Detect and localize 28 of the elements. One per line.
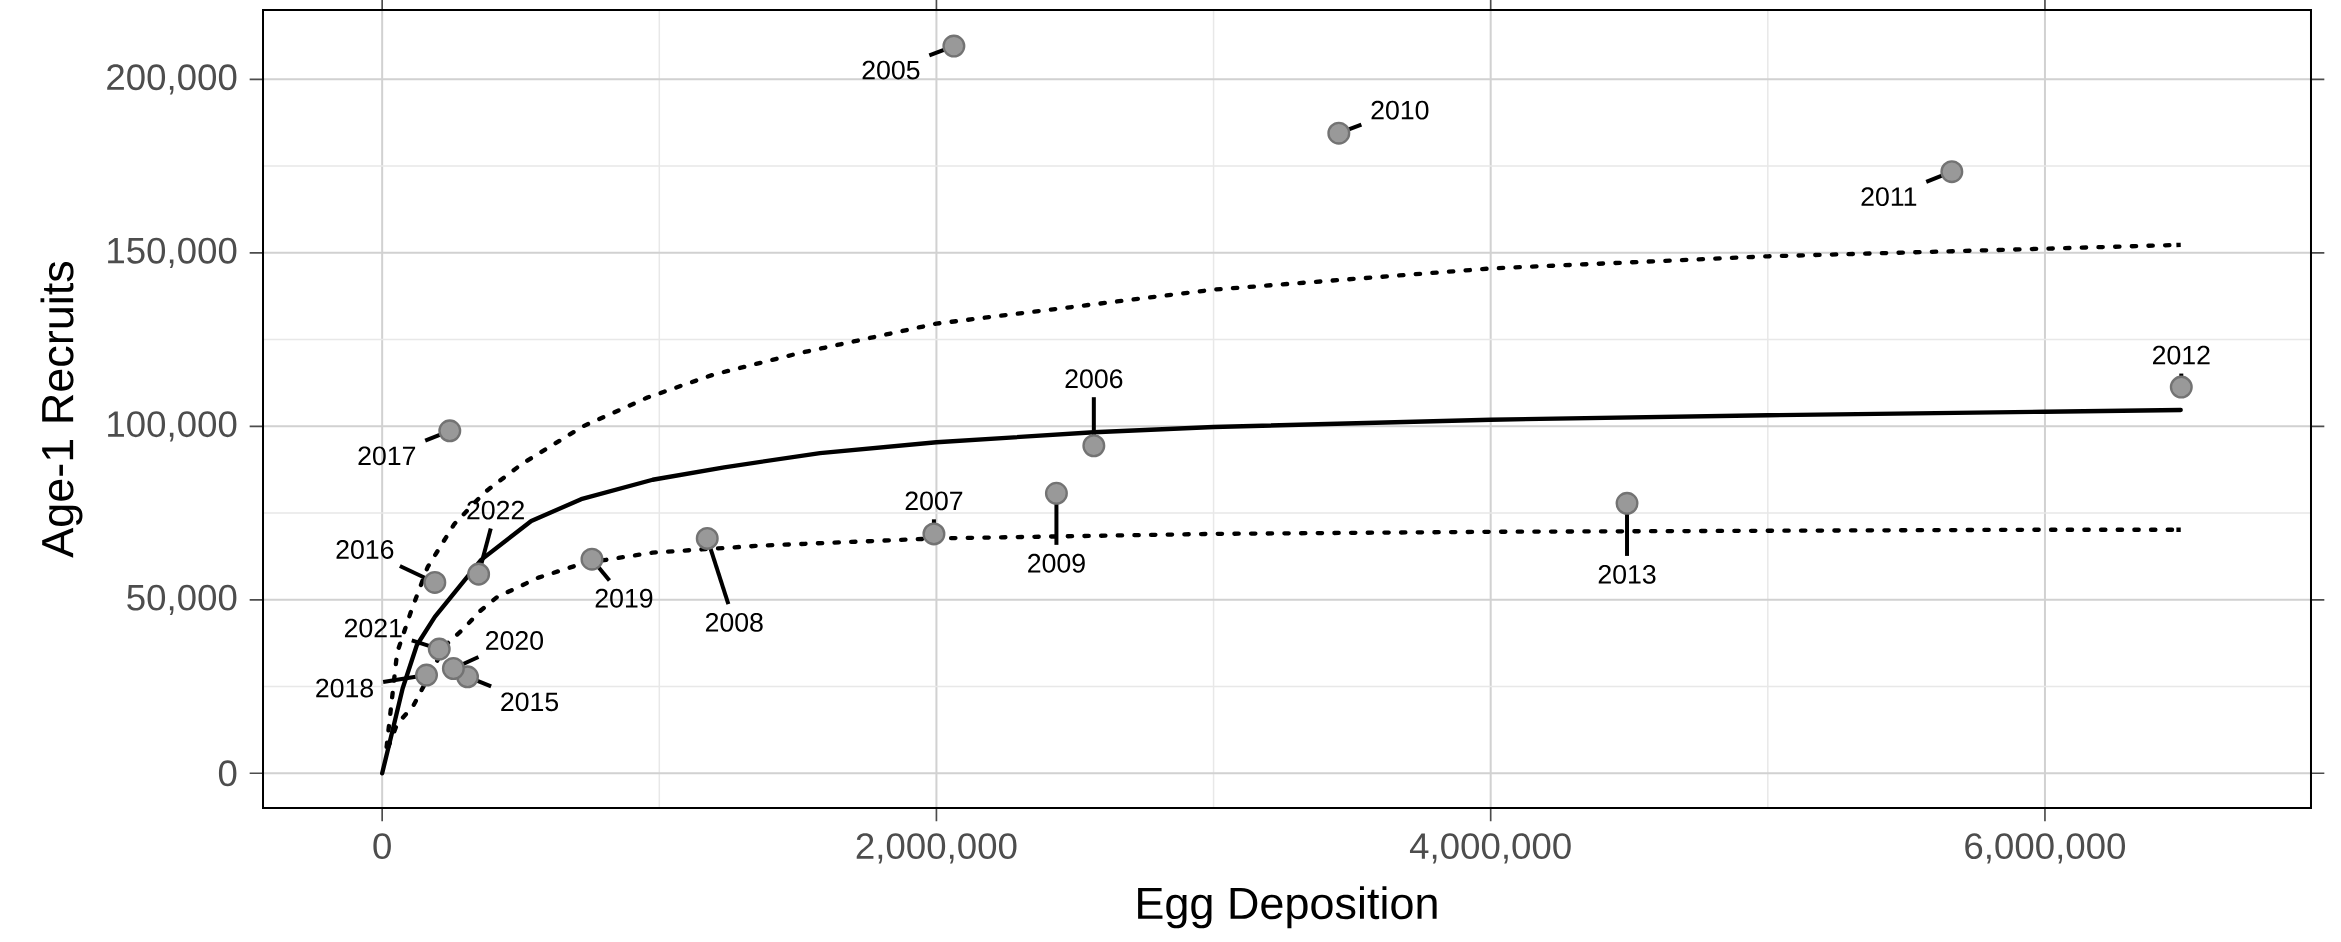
y-tick-label: 200,000 [107, 64, 237, 95]
annotation: 2012 [2152, 345, 2210, 365]
y-axis-title: Age-1 Recruits [40, 261, 83, 558]
annotation: 2017 [358, 446, 416, 466]
x-tick-label: 6,000,000 [1965, 833, 2126, 864]
annotation: 2008 [705, 612, 763, 632]
annotation: 2010 [1371, 100, 1429, 120]
annotation: 2020 [486, 631, 544, 650]
x-axis-title: Egg Deposition [1138, 886, 1437, 929]
annotation: 2018 [316, 678, 373, 698]
x-tick-label: 0 [373, 833, 391, 860]
y-tick-label: 0 [218, 760, 237, 787]
y-tick-label: 50,000 [127, 584, 237, 615]
annotation: 2021 [344, 618, 402, 638]
annotation: 2016 [336, 540, 394, 559]
annotation: 2007 [905, 491, 963, 511]
y-tick-label: 150,000 [108, 237, 237, 269]
annotation: 2013 [1598, 564, 1656, 584]
annotation: 2015 [501, 692, 559, 712]
annotation: 2005 [862, 60, 920, 80]
x-tick-label: 4,000,000 [1409, 833, 1571, 864]
annotation: 2009 [1028, 553, 1085, 573]
annotation: 2006 [1065, 369, 1123, 389]
y-tick-label: 100,000 [108, 411, 237, 442]
annotation: 2019 [595, 588, 653, 608]
annotation: 2011 [1861, 187, 1917, 207]
x-tick-label: 2,000,000 [856, 833, 1017, 864]
annotation: 2022 [467, 500, 524, 520]
